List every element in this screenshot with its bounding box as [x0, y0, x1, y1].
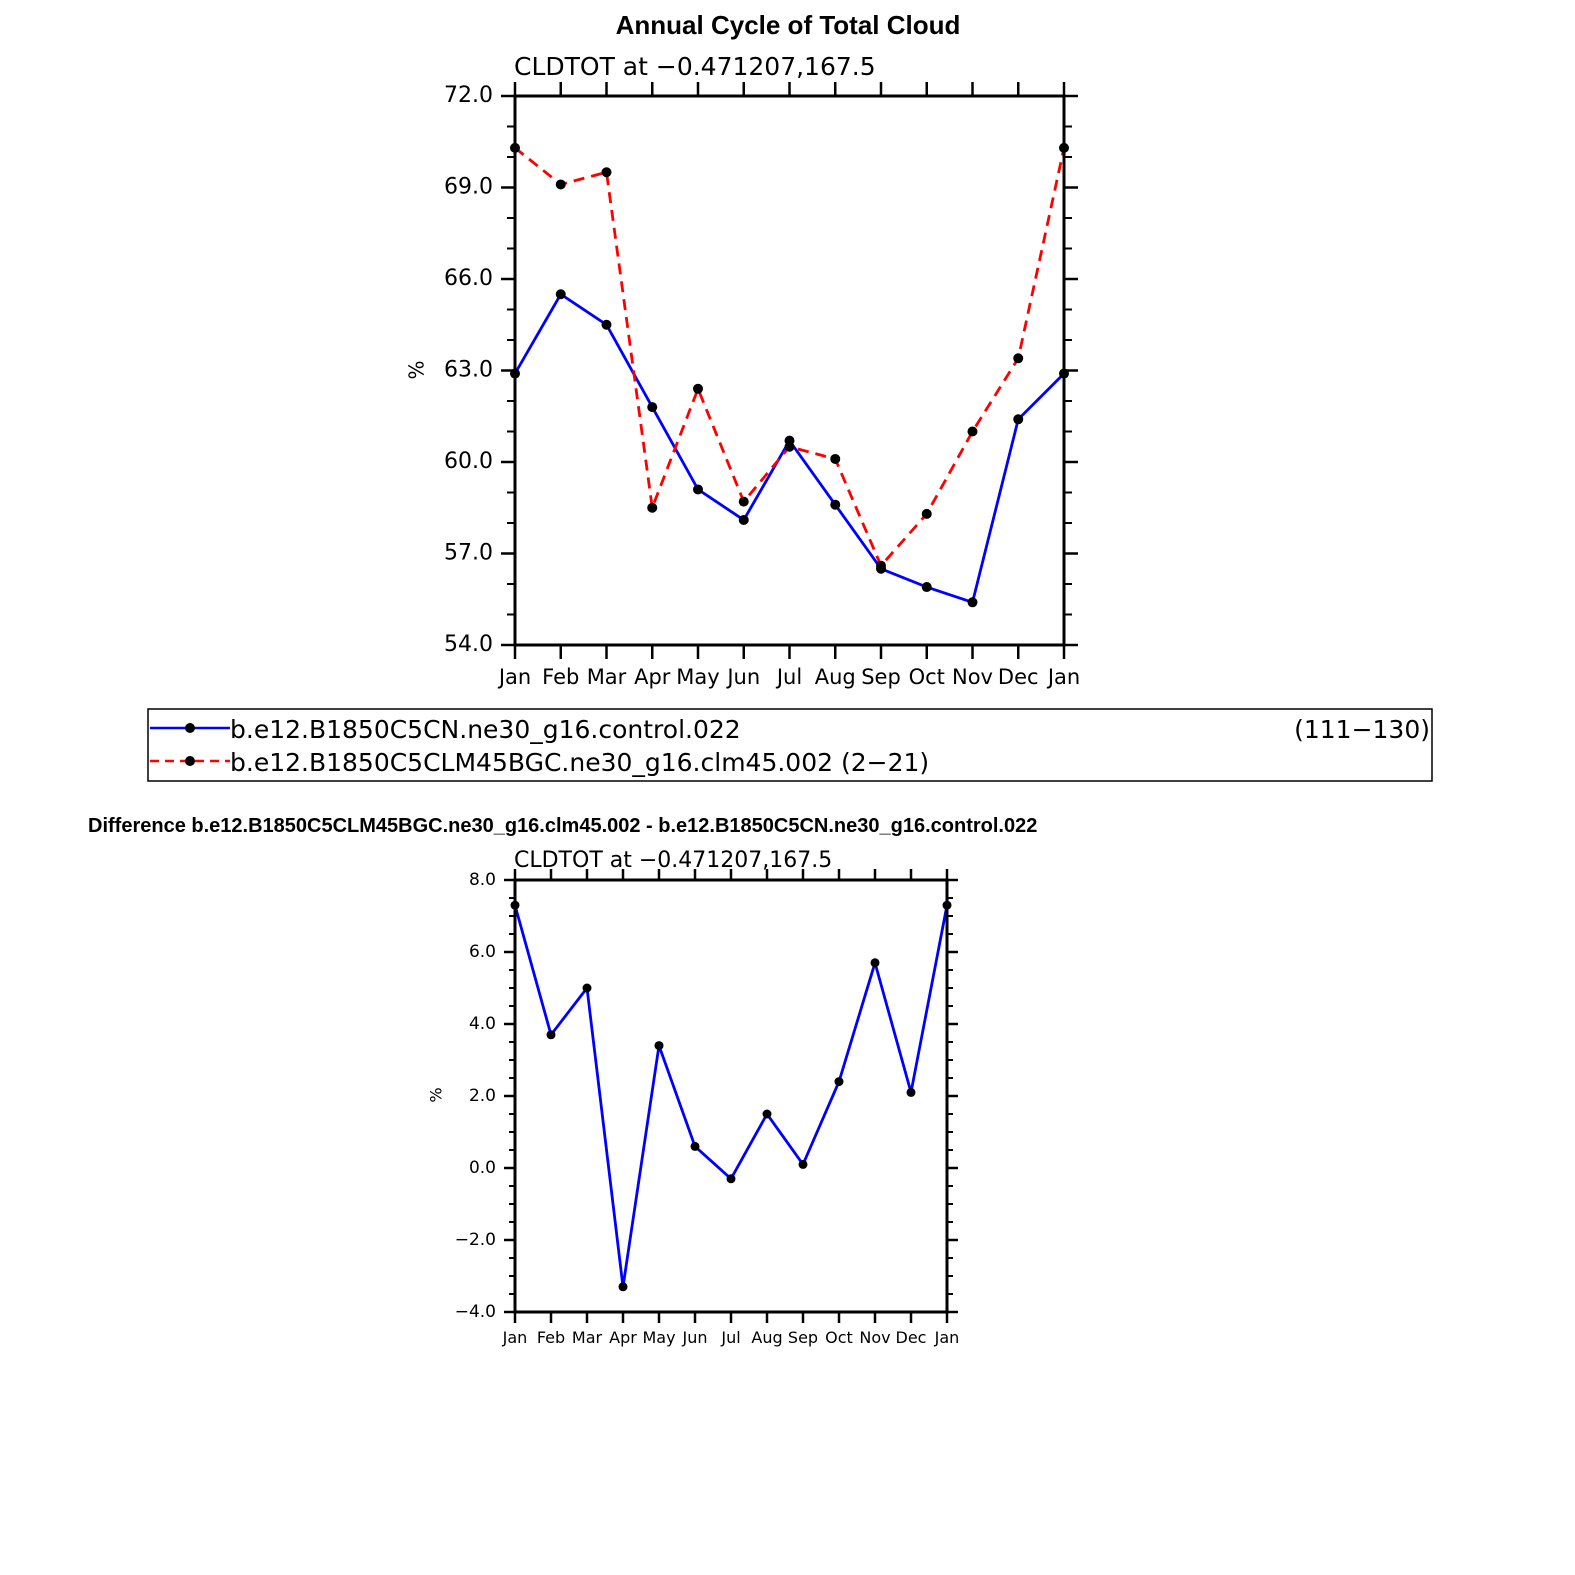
y-tick-label: 63.0 — [444, 358, 493, 383]
data-point — [738, 496, 749, 507]
data-point — [618, 1282, 628, 1292]
top-chart-ylabel: % — [405, 360, 429, 379]
y-tick-label: 54.0 — [444, 632, 493, 657]
x-tick-label: May — [676, 665, 719, 689]
y-tick-label: 4.0 — [469, 1014, 496, 1034]
y-tick-label: 6.0 — [469, 942, 496, 962]
data-point — [654, 1041, 664, 1051]
legend-entry-control: b.e12.B1850C5CN.ne30_g16.control.022 (11… — [150, 715, 1430, 744]
y-tick-label: 72.0 — [444, 83, 493, 108]
data-point — [601, 167, 612, 178]
series-line-0 — [513, 904, 949, 1288]
legend-marker-control — [185, 723, 195, 733]
x-tick-label: Jan — [502, 1328, 528, 1347]
data-point — [738, 514, 749, 525]
x-tick-label: Apr — [609, 1328, 637, 1347]
x-tick-label: Jan — [934, 1328, 960, 1347]
x-tick-label: Sep — [788, 1328, 818, 1347]
x-tick-label: Jan — [1046, 665, 1080, 689]
top-chart-subtitle: CLDTOT at −0.471207,167.5 — [514, 52, 876, 81]
data-point — [647, 502, 658, 513]
data-point — [762, 1109, 772, 1119]
data-point — [967, 426, 978, 437]
data-point — [693, 484, 703, 495]
x-tick-label: Oct — [825, 1328, 853, 1347]
data-point — [1013, 414, 1024, 425]
legend-label-clm45: b.e12.B1850C5CLM45BGC.ne30_g16.clm45.002… — [230, 748, 929, 777]
top-chart-axes: 54.0 57.0 60.0 63.0 66.0 69.0 72.0 Jan Feb Mar Apr… — [444, 82, 1080, 689]
series-line-1 — [514, 146, 1066, 569]
top-chart-title: Annual Cycle of Total Cloud — [616, 10, 961, 40]
legend-marker-clm45 — [185, 756, 195, 766]
x-tick-label: May — [642, 1328, 675, 1347]
bottom-chart-title: Difference b.e12.B1850C5CLM45BGC.ne30_g1… — [88, 815, 1037, 837]
y-tick-label: −2.0 — [455, 1230, 496, 1250]
legend-label-control: b.e12.B1850C5CN.ne30_g16.control.022 — [230, 715, 741, 744]
data-point — [582, 983, 592, 993]
x-tick-label: Oct — [909, 665, 945, 689]
bottom-chart-ylabel: % — [427, 1087, 446, 1102]
data-point — [555, 179, 566, 190]
y-tick-label: 57.0 — [444, 541, 493, 566]
data-point — [830, 499, 841, 510]
y-tick-label: 0.0 — [469, 1158, 496, 1178]
x-tick-label: Apr — [634, 665, 671, 689]
x-tick-label: Jan — [497, 665, 531, 689]
y-tick-label: −4.0 — [455, 1302, 496, 1322]
x-tick-label: Aug — [751, 1328, 782, 1347]
bottom-chart-axes: −4.0 −2.0 0.0 2.0 4.0 6.0 8.0 Jan Feb Mar Apr May Ju… — [455, 869, 960, 1347]
y-tick-label: 69.0 — [444, 175, 493, 200]
bottom-chart-series — [510, 900, 952, 1292]
x-tick-label: Jun — [682, 1328, 708, 1347]
data-point — [555, 289, 566, 300]
x-tick-label: Mar — [572, 1328, 603, 1347]
data-point — [601, 319, 612, 330]
data-point — [830, 453, 841, 464]
data-point — [921, 508, 932, 519]
data-point — [1013, 353, 1024, 364]
top-chart-frame — [513, 94, 1066, 647]
data-point — [647, 402, 658, 413]
legend-label-clm45-name: b.e12.B1850C5CLM45BGC.ne30_g16.clm45.002 — [230, 748, 833, 777]
bottom-chart-frame — [513, 878, 949, 1314]
legend-box — [147, 708, 1433, 782]
bottom-chart-subtitle: CLDTOT at −0.471207,167.5 — [514, 848, 832, 873]
x-tick-label: Feb — [537, 1328, 565, 1347]
x-tick-label: Jul — [775, 665, 802, 689]
y-tick-label: 8.0 — [469, 870, 496, 890]
data-point — [921, 582, 932, 593]
x-tick-label: Dec — [998, 665, 1039, 689]
data-point — [876, 560, 886, 571]
x-tick-label: Dec — [896, 1328, 927, 1347]
data-point — [834, 1077, 844, 1087]
x-tick-label: Nov — [952, 665, 993, 689]
data-point — [693, 383, 703, 394]
data-point — [906, 1087, 916, 1097]
data-point — [726, 1174, 736, 1184]
y-tick-label: 2.0 — [469, 1086, 496, 1106]
x-tick-label: Sep — [861, 665, 901, 689]
top-chart-series — [510, 142, 1069, 608]
legend-years-clm45: (2−21) — [841, 748, 929, 777]
legend-entry-clm45: b.e12.B1850C5CLM45BGC.ne30_g16.clm45.002… — [150, 748, 929, 777]
data-point — [784, 441, 795, 452]
y-tick-label: 66.0 — [444, 266, 493, 291]
x-tick-label: Jul — [720, 1328, 740, 1347]
data-point — [690, 1141, 700, 1151]
data-point — [870, 958, 880, 968]
x-tick-label: Mar — [587, 665, 627, 689]
y-tick-label: 60.0 — [444, 449, 493, 474]
data-point — [798, 1159, 808, 1169]
data-point — [967, 597, 978, 608]
x-tick-label: Nov — [859, 1328, 890, 1347]
x-tick-label: Jun — [725, 665, 760, 689]
x-tick-label: Aug — [815, 665, 856, 689]
legend-years-control: (111−130) — [1294, 715, 1430, 744]
data-point — [546, 1030, 556, 1040]
x-tick-label: Feb — [542, 665, 579, 689]
